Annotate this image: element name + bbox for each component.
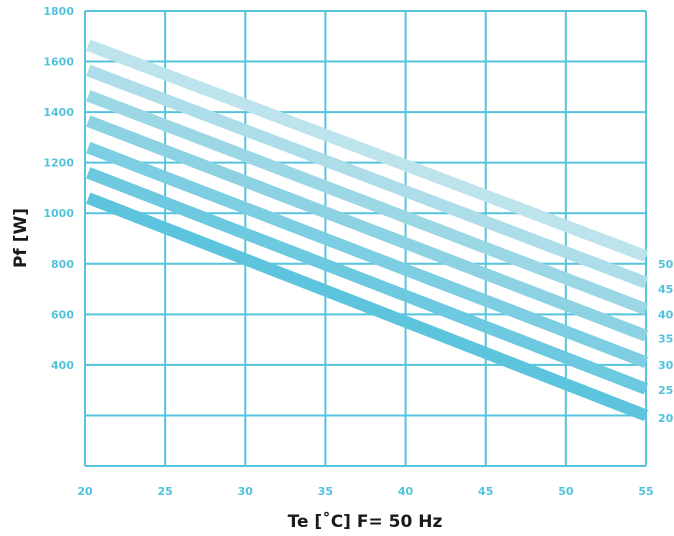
series-label: 20 <box>658 412 674 425</box>
x-tick-labels: 20 25 30 35 40 45 50 55 <box>77 485 653 498</box>
y-tick-label: 1000 <box>43 207 74 220</box>
y-tick-label: 1800 <box>43 5 74 18</box>
series-line-50 <box>86 39 649 262</box>
series-line-45 <box>86 64 649 289</box>
series-label: 30 <box>658 359 674 372</box>
y-tick-label: 1400 <box>43 106 74 119</box>
x-tick-label: 50 <box>558 485 574 498</box>
x-axis-title: Te [˚C] F= 50 Hz <box>288 510 443 532</box>
series-label: 25 <box>658 384 673 397</box>
y-tick-labels: 400 600 800 1000 1200 1400 1600 1800 <box>43 5 74 372</box>
series-label: 50 <box>658 258 674 271</box>
y-tick-label: 1200 <box>43 157 74 170</box>
x-tick-label: 25 <box>157 485 172 498</box>
x-tick-label: 30 <box>238 485 254 498</box>
y-axis-title: Pf [W] <box>11 208 31 268</box>
series-line-20 <box>86 192 649 422</box>
y-tick-label: 600 <box>51 308 74 321</box>
grid <box>84 10 647 467</box>
x-tick-label: 40 <box>398 485 414 498</box>
series-label: 35 <box>658 332 673 345</box>
x-tick-label: 20 <box>77 485 93 498</box>
x-tick-label: 45 <box>478 485 493 498</box>
series-line-30 <box>86 141 649 368</box>
x-tick-label: 55 <box>638 485 653 498</box>
series-line-35 <box>86 115 649 342</box>
series-lines <box>86 39 649 422</box>
series-label: 40 <box>658 308 674 321</box>
series-line-40 <box>86 90 649 315</box>
y-tick-label: 400 <box>51 359 74 372</box>
y-tick-label: 1600 <box>43 56 74 69</box>
x-tick-label: 35 <box>318 485 333 498</box>
series-line-25 <box>86 167 649 395</box>
series-labels: 50 45 40 35 30 25 20 <box>658 258 674 425</box>
series-label: 45 <box>658 283 673 296</box>
y-tick-label: 800 <box>51 258 74 271</box>
